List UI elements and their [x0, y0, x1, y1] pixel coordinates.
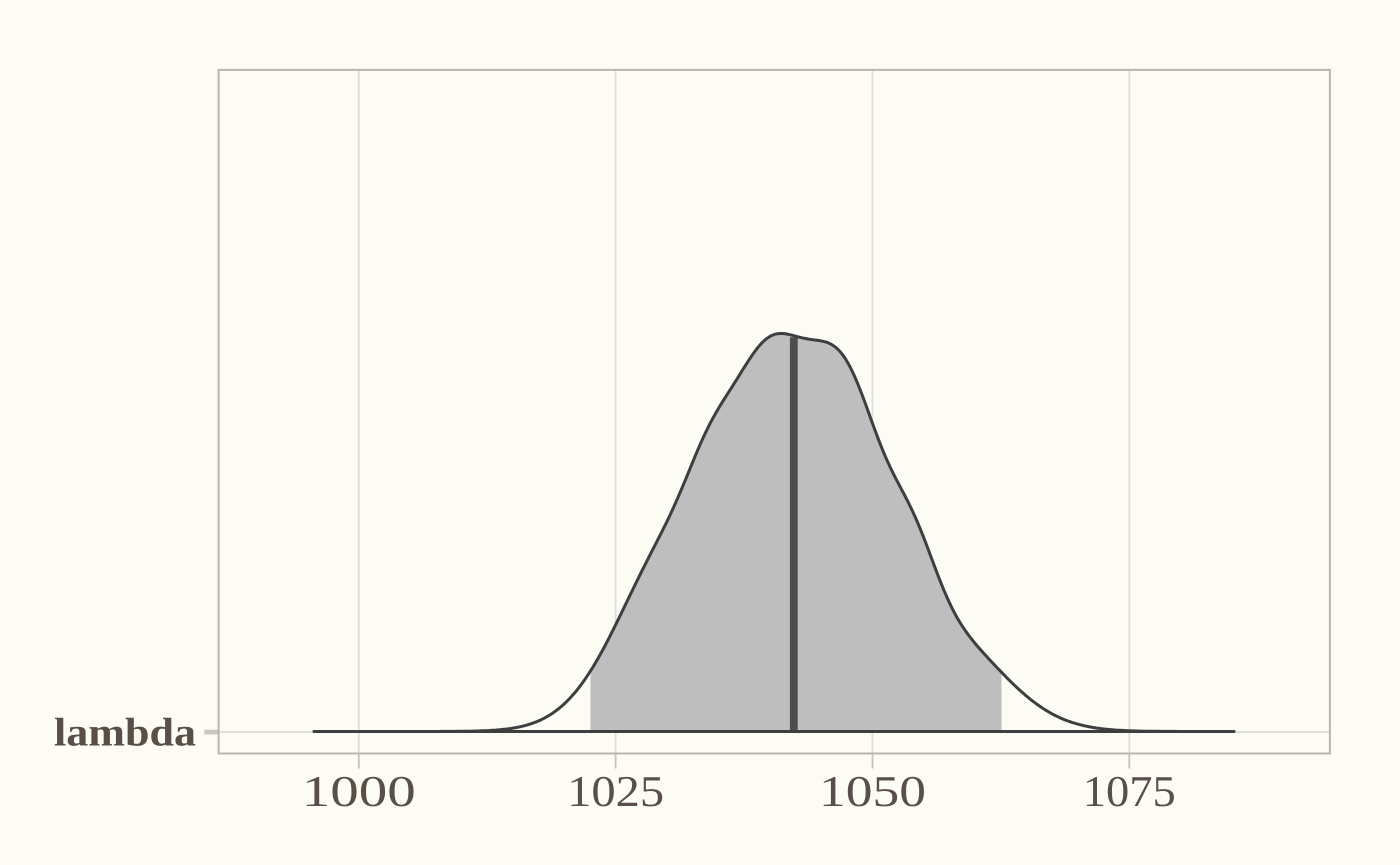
svg-text:1050: 1050 — [819, 767, 926, 816]
svg-text:1075: 1075 — [1083, 767, 1176, 816]
svg-text:1025: 1025 — [567, 767, 664, 816]
svg-text:lambda: lambda — [54, 710, 196, 755]
svg-text:1000: 1000 — [302, 767, 416, 816]
